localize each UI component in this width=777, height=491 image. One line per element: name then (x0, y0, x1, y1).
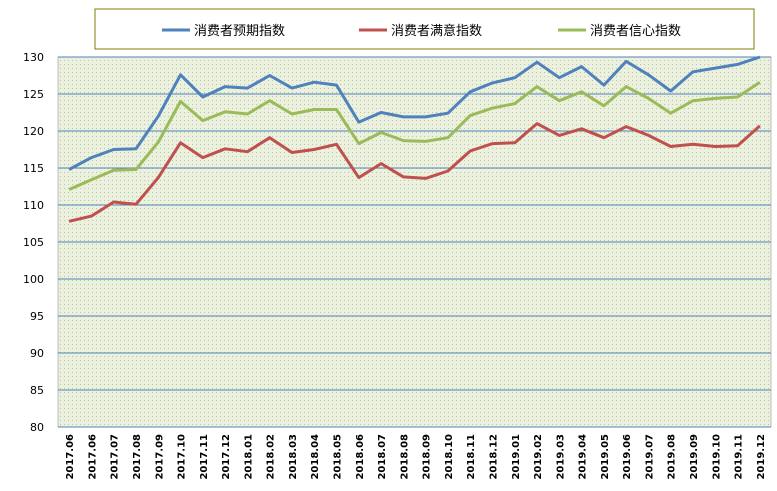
legend: 消费者预期指数 消费者满意指数 消费者信心指数 (94, 8, 755, 50)
x-tick-label: 2019.12 (756, 434, 767, 480)
x-tick-label: 2019.09 (689, 434, 700, 480)
x-tick-label: 2017.10 (177, 434, 188, 480)
x-tick-label: 2017.09 (154, 434, 165, 480)
x-tick-label: 2017.12 (221, 434, 232, 480)
y-tick-label: 130 (23, 51, 44, 64)
x-tick-label: 2017.06 (65, 434, 76, 480)
series-lines (68, 55, 761, 223)
y-tick-label: 110 (23, 199, 44, 212)
x-tick-label: 2017.08 (132, 434, 143, 480)
x-tick-label: 2018.01 (243, 434, 254, 480)
x-tick-label: 2019.01 (511, 434, 522, 480)
x-tick-label: 2017.11 (199, 434, 210, 480)
x-tick-label: 2019.07 (644, 434, 655, 480)
x-tick-label: 2019.06 (622, 434, 633, 480)
x-tick-label: 2017.07 (110, 434, 121, 480)
x-tick-label: 2018.06 (355, 434, 366, 480)
x-tick-label: 2019.11 (734, 434, 745, 480)
x-tick-label: 2018.11 (466, 434, 477, 480)
x-tick-label: 2018.02 (266, 434, 277, 480)
series-line (68, 122, 761, 223)
series-line (68, 80, 761, 191)
x-tick-label: 2019.05 (600, 434, 611, 480)
legend-label-confidence: 消费者信心指数 (590, 24, 681, 39)
y-tick-label: 125 (23, 88, 44, 101)
x-tick-label: 2019.10 (711, 434, 722, 480)
y-tick-label: 80 (30, 421, 44, 434)
x-tick-label: 2019.04 (578, 434, 589, 480)
x-tick-label: 2018.09 (422, 434, 433, 480)
y-tick-label: 105 (23, 236, 44, 249)
x-tick-label: 2018.07 (377, 434, 388, 480)
x-tick-label: 2018.03 (288, 434, 299, 480)
y-tick-label: 85 (30, 384, 44, 397)
x-tick-label: 2018.08 (399, 434, 410, 480)
y-tick-label: 100 (23, 273, 44, 286)
x-tick-label: 2018.10 (444, 434, 455, 480)
x-tick-label: 2019.08 (667, 434, 678, 480)
legend-label-satisfaction: 消费者满意指数 (391, 23, 482, 39)
x-tick-label: 2017.06 (87, 434, 98, 480)
y-tick-label: 90 (30, 347, 44, 360)
y-tick-label: 120 (23, 125, 44, 138)
x-tick-label: 2018.04 (310, 434, 321, 480)
y-tick-label: 95 (30, 310, 44, 323)
y-tick-label: 115 (23, 162, 44, 175)
y-axis: 80 85 90 95 100 105 110 115 120 125 130 (23, 51, 44, 434)
x-tick-label: 2018.05 (333, 434, 344, 480)
gridlines (58, 56, 771, 428)
x-tick-label: 2019.02 (533, 434, 544, 480)
x-tick-label: 2018.12 (488, 434, 499, 480)
series-line (68, 55, 761, 171)
legend-box (94, 8, 755, 50)
x-tick-label: 2019.03 (555, 434, 566, 480)
legend-label-expectation: 消费者预期指数 (194, 24, 285, 39)
x-axis: 2017.06 2017.06 2017.07 2017.08 2017.09 2017.… (65, 434, 767, 480)
